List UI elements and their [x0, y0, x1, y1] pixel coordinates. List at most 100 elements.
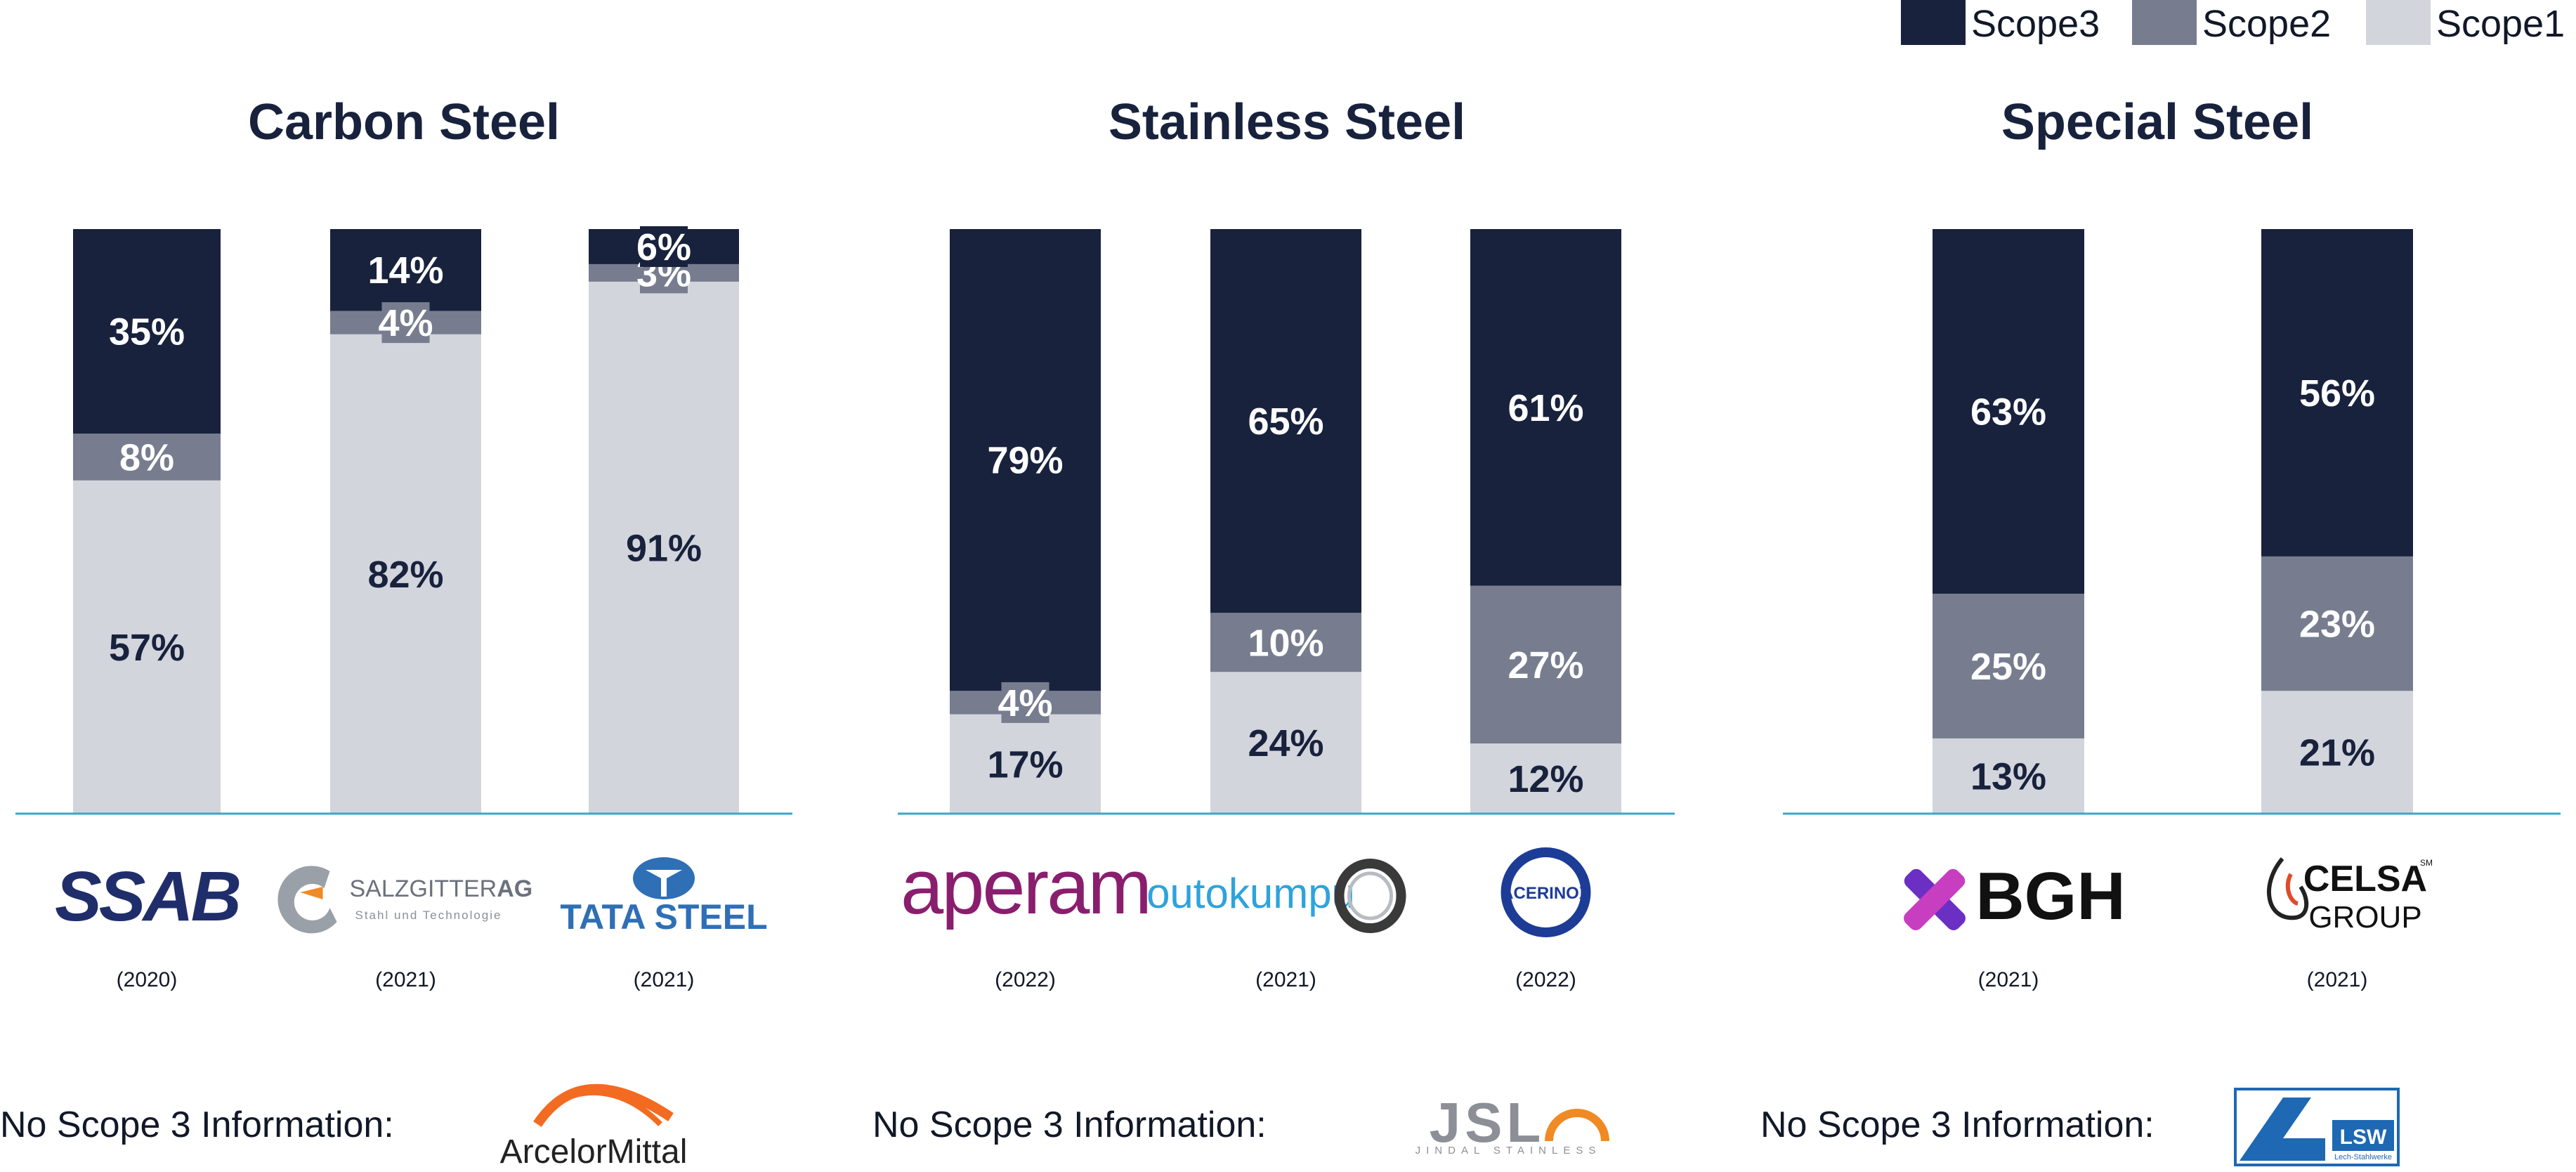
stacked-bar: 17% 4% 79%	[950, 229, 1101, 814]
data-label-scope1: 17%	[987, 743, 1063, 786]
svg-text:SSAB: SSAB	[55, 857, 240, 936]
bar-segment-scope1	[1933, 738, 2084, 814]
stacked-bar: 13% 25% 63%	[1933, 229, 2084, 814]
panel-1: Carbon Steel 57% 8% 35% SSAB (2020) 82% 4% 14% SA…	[15, 94, 792, 991]
data-label-scope1: 21%	[2299, 732, 2375, 774]
no-scope3-note: No Scope 3 Information: LSW Lech-Stahlwerk…	[1760, 1088, 2400, 1166]
company-year: (2021)	[375, 968, 436, 991]
stacked-bar: 21% 23% 56%	[2261, 229, 2413, 814]
svg-text:GROUP: GROUP	[2308, 900, 2421, 935]
svg-text:CELSA: CELSA	[2303, 859, 2427, 899]
data-label-scope3: 65%	[1248, 401, 1323, 443]
data-label-scope2: 8%	[119, 436, 174, 478]
bar-segment-scope3	[1470, 229, 1621, 586]
no-scope3-label: No Scope 3 Information:	[1760, 1105, 2155, 1145]
lsw-mark-icon	[2240, 1098, 2325, 1161]
svg-text:JINDAL STAINLESS: JINDAL STAINLESS	[1416, 1145, 1602, 1157]
company-year: (2021)	[2307, 968, 2368, 991]
svg-text:ArcelorMittal: ArcelorMittal	[500, 1133, 688, 1171]
tata-steel-logo: TATA STEEL	[560, 857, 768, 937]
svg-text:aperam: aperam	[901, 844, 1150, 930]
company-year: (2021)	[634, 968, 695, 991]
svg-text:BGH: BGH	[1975, 859, 2125, 934]
bar-segment-scope3	[1210, 229, 1361, 613]
data-label-bg	[640, 226, 688, 267]
data-label-scope3: 63%	[1970, 391, 2046, 433]
bar-segment-scope3	[73, 229, 221, 434]
data-label-scope1: 57%	[109, 627, 185, 669]
data-label-scope3: 35%	[109, 311, 185, 353]
data-label-scope2: 10%	[1248, 622, 1323, 664]
bar-segment-scope1	[73, 480, 221, 814]
bar-segment-scope1	[950, 714, 1101, 814]
legend-item-scope1: Scope1	[2366, 0, 2565, 45]
panel-title: Special Steel	[2001, 94, 2313, 150]
bar-segment-scope2	[1933, 593, 2084, 738]
data-label-scope2: 4%	[998, 682, 1052, 724]
bar-segment-scope1	[1470, 743, 1621, 814]
salzgitter-logo: SALZGITTERAG Stahl und Technologie	[277, 866, 533, 934]
acerinox-logo: ACERINOX	[1501, 847, 1591, 937]
data-label-scope1: 12%	[1508, 758, 1583, 800]
bar-segment-scope3	[950, 229, 1101, 691]
data-label-scope1: 24%	[1248, 722, 1323, 764]
legend-item-scope2: Scope2	[2132, 0, 2331, 45]
company-year: (2022)	[995, 968, 1056, 991]
jsl-arc-icon	[1545, 1109, 1609, 1142]
legend-item-scope3: Scope3	[1901, 0, 2100, 45]
svg-text:LSW: LSW	[2340, 1126, 2387, 1149]
data-label-scope1: 91%	[626, 527, 702, 569]
company-year: (2020)	[117, 968, 178, 991]
bar-segment-scope3	[2261, 229, 2413, 556]
lsw-logo: LSW Lech-Stahlwerke	[2234, 1088, 2400, 1166]
data-label-bg	[1001, 682, 1050, 723]
svg-text:Lech-Stahlwerke: Lech-Stahlwerke	[2334, 1153, 2392, 1161]
company-year: (2021)	[1255, 968, 1316, 991]
panel-title: Carbon Steel	[248, 94, 560, 150]
bar-segment-scope2	[2261, 556, 2413, 691]
data-label-scope2: 25%	[1970, 646, 2046, 688]
svg-text:SM: SM	[2420, 858, 2433, 868]
outokumpu-ring-icon	[1334, 859, 1406, 933]
bar-segment-scope1	[2261, 691, 2413, 814]
legend-swatch-scope1	[2366, 0, 2431, 45]
no-scope3-label: No Scope 3 Information:	[872, 1105, 1267, 1145]
ssab-logo: SSAB	[55, 857, 242, 936]
data-label-scope3: 6%	[636, 226, 691, 268]
svg-text:JSL: JSL	[1430, 1091, 1545, 1154]
panel-2: Stainless Steel 17% 4% 79% aperam (2022) 24% 10…	[898, 94, 1675, 991]
stacked-bar: 24% 10% 65%	[1210, 229, 1361, 814]
bar-segment-scope3	[330, 229, 481, 311]
company-year: (2021)	[1978, 968, 2039, 991]
data-label-scope1: 13%	[1970, 755, 2046, 797]
data-label-scope2: 27%	[1508, 644, 1583, 686]
svg-text:outokumpu: outokumpu	[1146, 870, 1355, 917]
legend-label-scope2: Scope2	[2202, 3, 2331, 45]
bar-segment-scope2	[1470, 585, 1621, 744]
aperam-logo: aperam	[901, 844, 1152, 930]
data-label-scope1: 82%	[367, 554, 443, 596]
panel-title: Stainless Steel	[1109, 94, 1465, 150]
legend-label-scope1: Scope1	[2436, 3, 2565, 45]
legend-label-scope3: Scope3	[1971, 3, 2100, 45]
svg-text:SALZGITTERAG: SALZGITTERAG	[350, 875, 533, 902]
svg-text:Stahl und Technologie: Stahl und Technologie	[355, 909, 502, 922]
data-label-scope3: 56%	[2299, 372, 2375, 415]
bar-segment-scope2	[73, 434, 221, 481]
outokumpu-logo: outokumpu	[1146, 859, 1406, 933]
no-scope3-label: No Scope 3 Information:	[0, 1105, 394, 1145]
data-label-scope3: 79%	[987, 440, 1063, 482]
legend-swatch-scope2	[2132, 0, 2197, 45]
stacked-bar: 91%3%6%	[589, 226, 739, 814]
data-label-bg	[381, 302, 430, 344]
stacked-bar: 82% 4% 14%	[330, 229, 481, 814]
no-scope3-note: No Scope 3 Information: ArcelorMittal	[0, 1083, 688, 1171]
company-year: (2022)	[1515, 968, 1576, 991]
svg-text:TATA STEEL: TATA STEEL	[560, 897, 767, 937]
panel-3: Special Steel 13% 25% 63% BGH (2021) 21% 23% 56%…	[1783, 94, 2561, 991]
bar-segment-scope1	[330, 334, 481, 814]
